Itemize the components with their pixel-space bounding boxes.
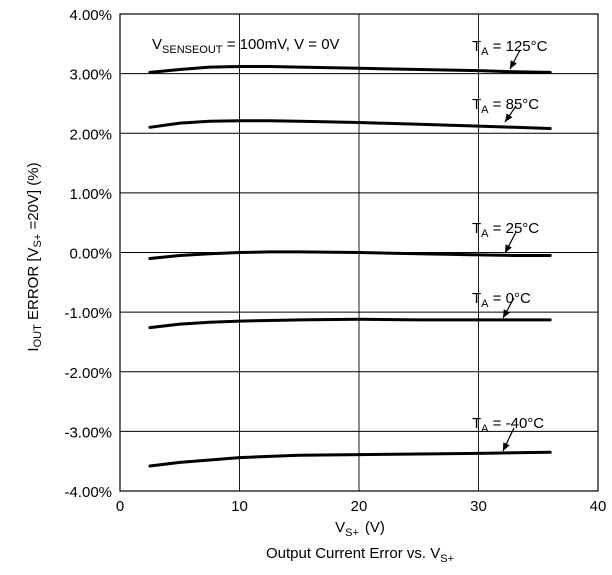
series-labels: TA = 125°C TA = 85°C TA = 25°C TA = 0°C TA =…: [472, 38, 548, 452]
series-line: [148, 450, 552, 468]
arrowhead-icon: [505, 244, 512, 253]
x-axis-label: VS+ (V): [335, 519, 385, 539]
series-label: TA = 125°C: [472, 38, 548, 58]
y-tick-label: 3.00%: [69, 67, 112, 84]
series-line: [148, 250, 552, 260]
condition-annotation: VSENSEOUT = 100mV, V = 0V: [152, 36, 340, 56]
y-tick-labels: 4.00% 3.00% 2.00% 1.00% 0.00% -1.00% -2.00% -3.…: [64, 7, 112, 501]
arrowhead-icon: [510, 60, 517, 69]
y-tick-label: 1.00%: [69, 186, 112, 203]
x-tick-label: 0: [116, 498, 124, 515]
arrowhead-icon: [505, 113, 513, 122]
series-label: TA = 25°C: [472, 220, 539, 240]
x-tick-label: 30: [470, 498, 487, 515]
series-group: [148, 65, 552, 468]
x-tick-labels: 0 10 20 30 40: [116, 498, 607, 515]
x-tick-label: 20: [351, 498, 368, 515]
x-tick-label: 10: [231, 498, 248, 515]
series-label: TA = -40°C: [472, 415, 544, 435]
y-tick-label: -3.00%: [64, 424, 112, 441]
x-tick-label: 40: [590, 498, 607, 515]
arrowhead-icon: [503, 309, 510, 318]
series-line: [148, 119, 552, 130]
arrowhead-icon: [503, 442, 510, 451]
plot-frame: [119, 13, 599, 492]
series-line: [148, 317, 552, 330]
series-label: TA = 85°C: [472, 96, 539, 116]
y-tick-label: -1.00%: [64, 305, 112, 322]
y-tick-label: -4.00%: [64, 484, 112, 501]
series-line: [148, 65, 552, 74]
y-tick-label: -2.00%: [64, 365, 112, 382]
chart-caption: Output Current Error vs. VS+: [266, 545, 454, 565]
y-axis-label: IOUT ERROR [VS+ =20V] (%): [25, 162, 44, 351]
y-tick-label: 0.00%: [69, 246, 112, 263]
grid: [120, 14, 598, 491]
y-tick-label: 4.00%: [69, 7, 112, 24]
y-tick-label: 2.00%: [69, 126, 112, 143]
series-label: TA = 0°C: [472, 290, 531, 310]
